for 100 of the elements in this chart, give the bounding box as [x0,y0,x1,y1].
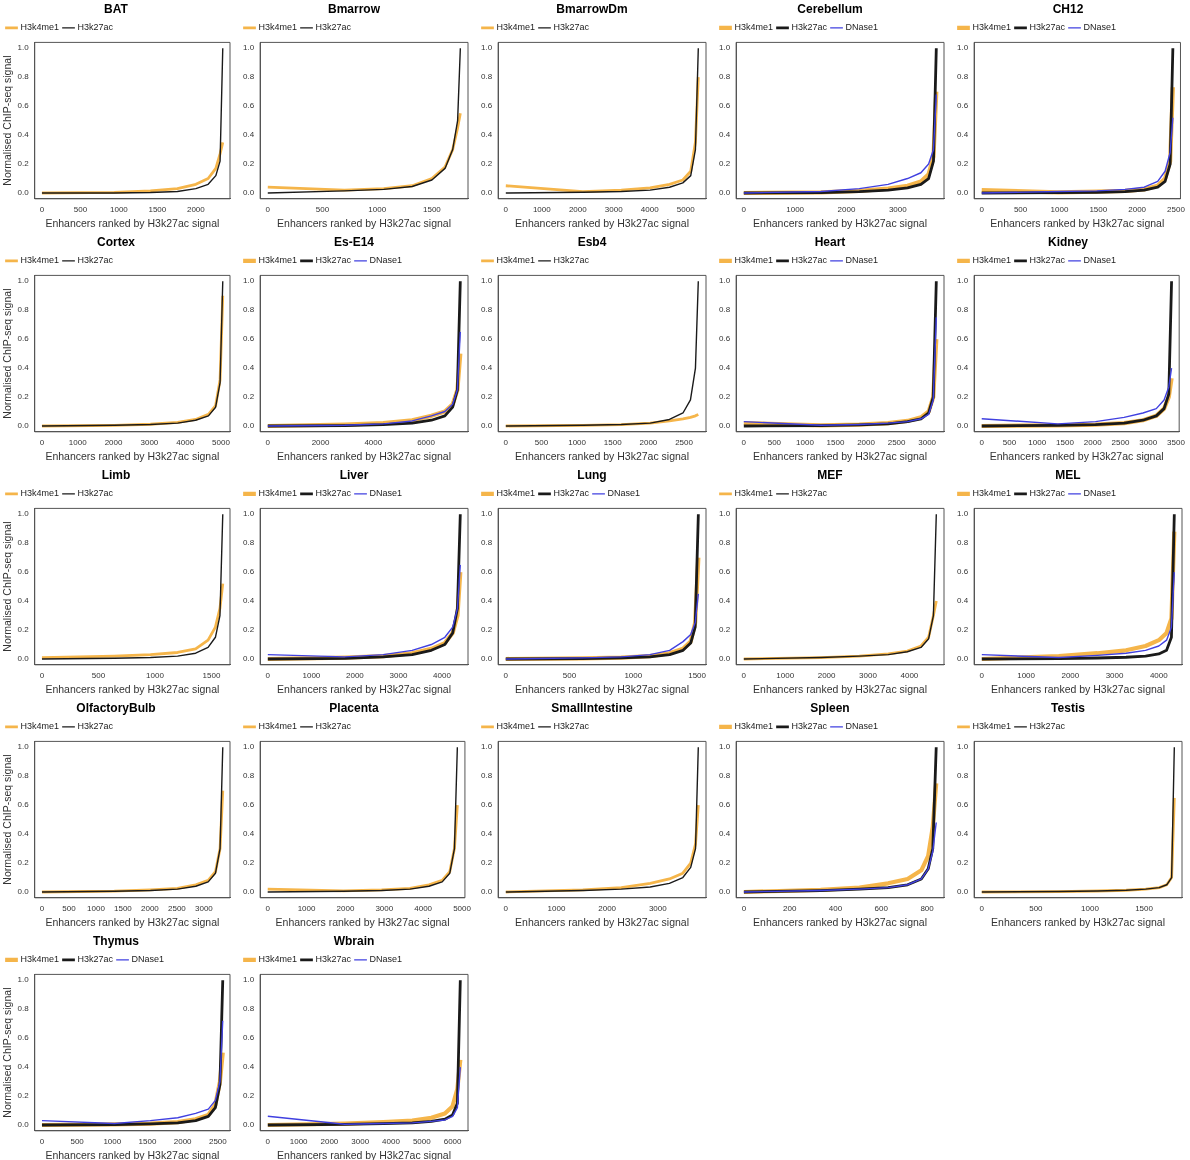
y-tick-label: 0.4 [481,829,493,839]
legend-label: H3k4me1 [258,22,298,33]
x-tick-label: 3000 [648,903,668,913]
chart-title: Thymus [92,933,140,948]
x-tick-label: 1500 [826,437,845,447]
y-tick-label: 0.8 [17,1004,30,1014]
y-tick-label: 0.2 [17,625,30,635]
y-tick-label: 0.2 [957,858,969,868]
x-tick-label: 1000 [776,670,795,680]
y-tick-label: 0.2 [957,392,969,402]
x-tick-label: 1000 [568,437,587,447]
y-tick-label: 1.0 [957,742,969,752]
y-tick-label: 0.2 [481,392,493,402]
x-tick-label: 2000 [568,204,588,214]
legend-label: H3k4me1 [20,22,60,33]
y-tick-label: 0.4 [17,596,30,606]
x-axis-title: Enhancers ranked by H3k27ac signal [515,216,690,229]
y-tick-label: 0.8 [957,72,969,82]
y-tick-label: 0.0 [243,1120,255,1130]
legend-label: H3k27ac [77,22,114,33]
y-tick-label: 0.6 [719,800,731,810]
legend-label: H3k4me1 [496,255,536,266]
y-tick-label: 0.4 [481,363,493,373]
y-tick-label: 0.4 [17,829,30,839]
y-tick-label: 0.0 [481,887,493,897]
x-tick-label: 1000 [796,437,815,447]
x-tick-label: 0 [39,1136,45,1146]
y-tick-label: 1.0 [17,509,30,519]
x-tick-label: 0 [979,903,985,913]
y-tick-label: 0.0 [243,887,255,897]
y-tick-label: 0.8 [243,538,255,548]
chart-title: MEF [817,467,843,482]
x-tick-label: 4000 [382,1136,401,1146]
x-tick-label: 6000 [443,1136,463,1146]
y-tick-label: 0.8 [481,305,493,315]
x-axis-title: Enhancers ranked by H3k27ac signal [45,915,220,928]
legend-label: DNase1 [369,488,403,499]
x-tick-label: 2000 [186,204,206,214]
y-tick-label: 0.8 [243,771,255,781]
legend-label: H3k4me1 [496,721,536,732]
y-tick-label: 1.0 [17,43,30,53]
x-tick-label: 500 [62,903,77,913]
x-tick-label: 500 [1013,204,1028,214]
y-tick-label: 0.8 [719,771,731,781]
y-tick-label: 0.0 [957,887,969,897]
x-axis-title: Enhancers ranked by H3k27ac signal [275,915,450,928]
x-tick-label: 2000 [104,437,124,447]
x-tick-label: 2500 [167,903,187,913]
y-tick-label: 0.0 [243,188,255,198]
y-tick-label: 0.6 [17,800,30,810]
y-tick-label: 0.8 [243,72,255,82]
x-tick-label: 500 [767,437,782,447]
y-tick-label: 0.0 [719,654,731,664]
legend-label: H3k4me1 [734,22,774,33]
y-tick-label: 1.0 [719,276,731,286]
legend-label: H3k27ac [77,255,114,266]
x-tick-label: 4000 [364,437,383,447]
y-tick-label: 0.0 [243,421,255,431]
x-tick-label: 2000 [1128,204,1147,214]
legend-label: H3k4me1 [734,255,774,266]
y-tick-label: 0.6 [17,567,30,577]
x-tick-label: 0 [39,437,45,447]
x-axis-title: Enhancers ranked by H3k27ac signal [515,915,690,928]
y-tick-label: 0.2 [719,625,731,635]
chart-title: CH12 [1052,1,1084,16]
legend-label: DNase1 [845,255,879,266]
y-tick-label: 0.0 [243,654,255,664]
y-tick-label: 0.4 [17,363,30,373]
y-tick-label: 0.0 [957,421,969,431]
x-tick-label: 1000 [289,1136,309,1146]
legend-label: H3k4me1 [258,721,298,732]
y-tick-label: 1.0 [17,975,30,985]
x-tick-label: 0 [979,670,985,680]
x-tick-label: 2000 [639,437,658,447]
x-tick-label: 6000 [417,437,436,447]
y-tick-label: 0.8 [957,771,969,781]
chart-title: SmallIntestine [551,700,633,715]
chart-title: Testis [1051,700,1086,715]
y-tick-label: 0.6 [719,101,731,111]
y-tick-label: 0.0 [17,887,30,897]
y-tick-label: 0.8 [719,538,731,548]
y-tick-label: 0.6 [957,800,969,810]
y-tick-label: 0.6 [243,567,255,577]
y-tick-label: 0.8 [17,771,30,781]
x-tick-label: 1000 [1028,437,1047,447]
x-tick-label: 5000 [453,903,472,913]
x-tick-label: 0 [741,903,747,913]
legend-label: H3k4me1 [258,488,298,499]
x-tick-label: 3000 [1139,437,1158,447]
x-tick-label: 1000 [1050,204,1069,214]
chart-title: Esb4 [577,234,607,249]
chart-title: Cerebellum [797,1,863,16]
y-tick-label: 0.4 [719,596,731,606]
x-tick-label: 1000 [547,903,566,913]
y-tick-label: 1.0 [243,742,255,752]
x-tick-label: 0 [265,670,271,680]
y-tick-label: 0.8 [481,72,493,82]
x-tick-label: 3000 [375,903,394,913]
y-tick-label: 0.2 [719,159,731,169]
x-tick-label: 3500 [1167,437,1186,447]
